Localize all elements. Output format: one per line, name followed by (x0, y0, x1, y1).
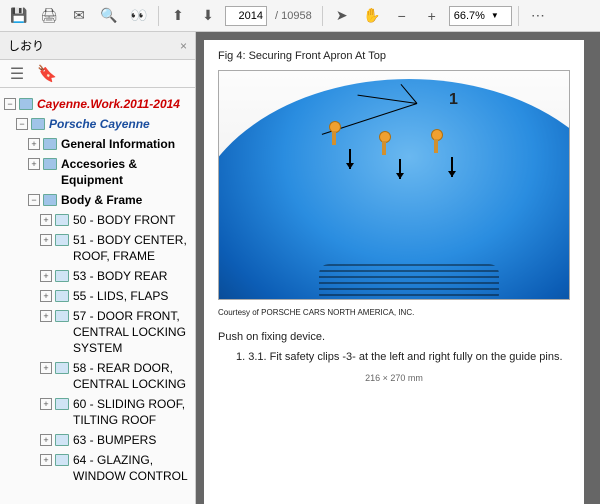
email-icon[interactable]: ✉ (66, 3, 92, 29)
tree-subsection[interactable]: +64 - GLAZING, WINDOW CONTROL (2, 450, 193, 486)
callout-1: 1 (449, 91, 458, 109)
bookmark-tree: −Cayenne.Work.2011-2014 −Porsche Cayenne… (0, 88, 195, 504)
courtesy-text: Courtesy of PORSCHE CARS NORTH AMERICA, … (218, 308, 570, 317)
tree-subsection[interactable]: +57 - DOOR FRONT, CENTRAL LOCKING SYSTEM (2, 306, 193, 358)
page-total-label: / 10958 (271, 10, 316, 22)
print-icon[interactable]: 🖨 (36, 3, 62, 29)
page-down-icon[interactable]: ⬇ (195, 3, 221, 29)
zoom-in-icon[interactable]: + (419, 3, 445, 29)
page-up-icon[interactable]: ⬆ (165, 3, 191, 29)
outline-tab-icon[interactable]: ☰ (6, 63, 28, 85)
tree-subsection[interactable]: +60 - SLIDING ROOF, TILTING ROOF (2, 394, 193, 430)
hand-icon[interactable]: ✋ (359, 3, 385, 29)
page-number-input[interactable] (225, 6, 267, 26)
document-viewport[interactable]: Fig 4: Securing Front Apron At Top 1 Cou… (196, 32, 600, 504)
main-toolbar: 💾 🖨 ✉ 🔍 👀 ⬆ ⬇ / 10958 ➤ ✋ − + 66.7%▼ ⋯ (0, 0, 600, 32)
tree-root[interactable]: −Cayenne.Work.2011-2014 (2, 94, 193, 114)
list-item: 1. 3.1. Fit safety clips -3- at the left… (236, 351, 570, 363)
tree-subsection[interactable]: +55 - LIDS, FLAPS (2, 286, 193, 306)
save-icon[interactable]: 💾 (6, 3, 32, 29)
figure-image: 1 (218, 70, 570, 300)
sidebar-header: しおり × (0, 32, 195, 60)
search-icon[interactable]: 🔍 (96, 3, 122, 29)
more-icon[interactable]: ⋯ (525, 3, 551, 29)
tree-subsection[interactable]: +63 - BUMPERS (2, 430, 193, 450)
page-dimensions: 216 × 270 mm (218, 373, 570, 383)
tree-subsection[interactable]: +53 - BODY REAR (2, 266, 193, 286)
body-text: Push on fixing device. (218, 331, 570, 343)
close-icon[interactable]: × (180, 39, 187, 53)
document-page: Fig 4: Securing Front Apron At Top 1 Cou… (204, 40, 584, 504)
tree-section[interactable]: +Accesories & Equipment (2, 154, 193, 190)
tree-subsection[interactable]: +50 - BODY FRONT (2, 210, 193, 230)
binoculars-icon[interactable]: 👀 (126, 3, 152, 29)
bookmark-tab-icon[interactable]: 🔖 (36, 63, 58, 85)
tree-model[interactable]: −Porsche Cayenne (2, 114, 193, 134)
sidebar-title: しおり (8, 37, 44, 54)
sidebar-tabs: ☰ 🔖 (0, 60, 195, 88)
tree-section[interactable]: +General Information (2, 134, 193, 154)
zoom-out-icon[interactable]: − (389, 3, 415, 29)
pointer-icon[interactable]: ➤ (329, 3, 355, 29)
zoom-select[interactable]: 66.7%▼ (449, 6, 512, 26)
tree-subsection[interactable]: +51 - BODY CENTER, ROOF, FRAME (2, 230, 193, 266)
bookmarks-sidebar: しおり × ☰ 🔖 −Cayenne.Work.2011-2014 −Porsc… (0, 32, 196, 504)
tree-section[interactable]: −Body & Frame (2, 190, 193, 210)
figure-caption: Fig 4: Securing Front Apron At Top (218, 50, 570, 62)
tree-subsection[interactable]: +58 - REAR DOOR, CENTRAL LOCKING (2, 358, 193, 394)
